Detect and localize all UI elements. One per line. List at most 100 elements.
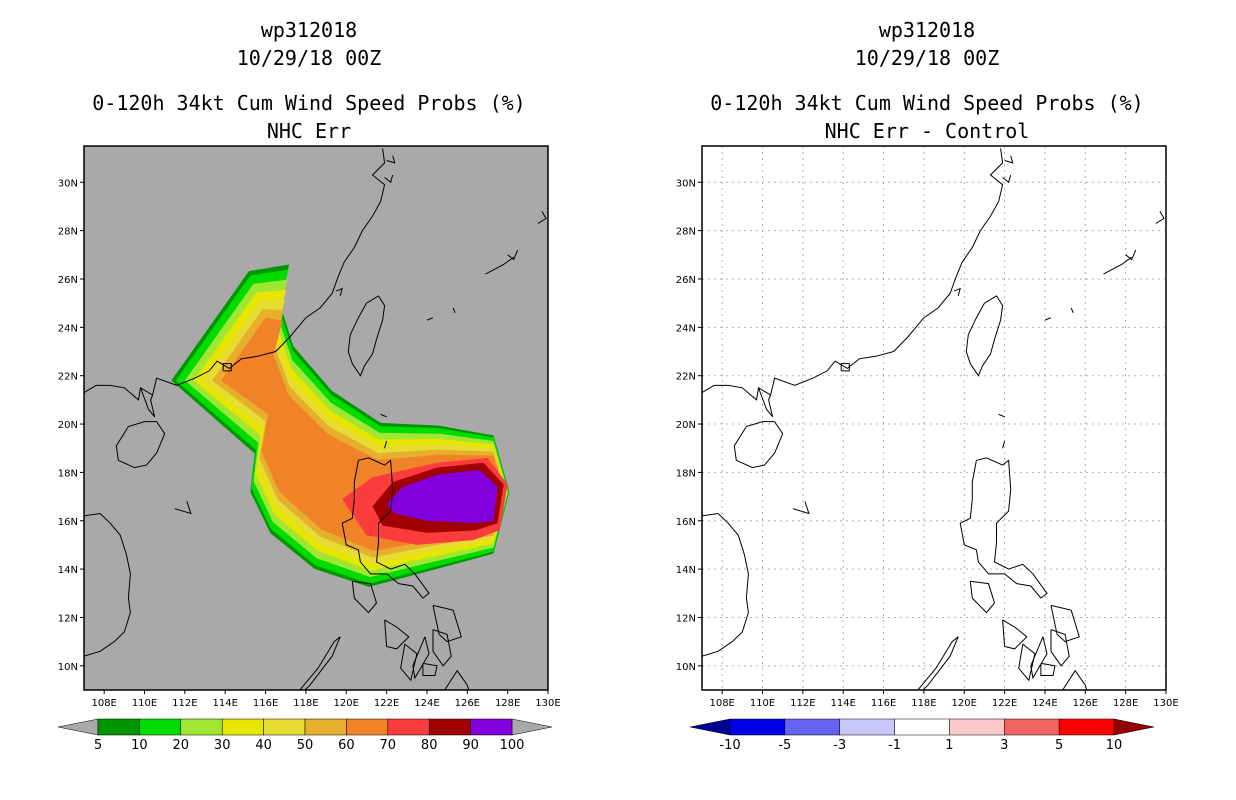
colorbar-label: -10: [719, 738, 740, 753]
lat-tick-label: 14N: [676, 565, 696, 576]
island-outline: [537, 211, 547, 224]
colorbar-high-arrow: [511, 718, 553, 736]
right-coastlines: [702, 148, 1165, 690]
colorbar-swatch: [263, 718, 306, 736]
coastline-negros: [400, 643, 418, 682]
island-outline: [380, 413, 387, 418]
lon-tick-label: 110E: [750, 698, 775, 709]
colorbar-label: 10: [131, 738, 148, 753]
coastline-hainan: [115, 421, 166, 469]
colorbar-label: 60: [338, 738, 355, 753]
colorbar-swatch: [221, 718, 264, 736]
right-gridlines: [702, 146, 1166, 690]
lon-tick-label: 108E: [91, 698, 116, 709]
left-map-frame: [83, 145, 549, 691]
colorbar-label: 80: [421, 738, 438, 753]
coastline-vietnam: [702, 512, 749, 657]
right-map-frame: [701, 145, 1167, 691]
colorbar-label: 70: [380, 738, 397, 753]
island-outline: [998, 413, 1005, 418]
colorbar-swatch: [894, 718, 950, 736]
island-outline: [1125, 249, 1137, 261]
lon-tick-label: 118E: [911, 698, 936, 709]
island-outline: [954, 287, 961, 297]
lon-tick-label: 130E: [1153, 698, 1178, 709]
coastline-mindoro: [969, 580, 996, 614]
coastline-leyte: [1050, 629, 1070, 667]
lat-tick-label: 20N: [58, 420, 78, 431]
lon-tick-label: 118E: [293, 698, 318, 709]
colorbar-swatch: [387, 718, 430, 736]
colorbar-swatch: [1004, 718, 1060, 736]
coastline-hainan: [733, 421, 784, 469]
coastline-negros: [1018, 643, 1036, 682]
lat-tick-label: 10N: [58, 662, 78, 673]
right-colorbar: -10 -5 -3 -1 1 3 5 10: [689, 718, 1155, 753]
coastline-china: [84, 148, 386, 401]
colorbar-swatch: [97, 718, 140, 736]
colorbar-swatch: [180, 718, 223, 736]
lat-tick-label: 18N: [676, 468, 696, 479]
colorbar-swatch: [839, 718, 895, 736]
colorbar-swatch: [139, 718, 182, 736]
coastline-leizhou: [140, 387, 156, 418]
lon-tick-label: 126E: [1073, 698, 1098, 709]
lat-tick-label: 24N: [58, 323, 78, 334]
lon-tick-label: 120E: [334, 698, 359, 709]
coastline-mindoro: [351, 580, 378, 614]
coastline-panay: [384, 619, 410, 650]
right-title-field: NHC Err - Control: [824, 119, 1030, 143]
coastline-taiwan: [965, 295, 1004, 377]
coastline-panay: [1002, 619, 1028, 650]
island-outline: [792, 501, 810, 515]
coastline-samar: [432, 604, 462, 643]
lon-tick-label: 122E: [992, 698, 1017, 709]
coastline-cebu: [1030, 636, 1048, 680]
lat-tick-label: 20N: [676, 420, 696, 431]
lon-tick-label: 120E: [952, 698, 977, 709]
colorbar-low-arrow: [57, 718, 99, 736]
lat-tick-label: 30N: [676, 178, 696, 189]
lat-tick-label: 18N: [58, 468, 78, 479]
colorbar-label: 50: [297, 738, 314, 753]
left-title-field: NHC Err: [266, 119, 352, 143]
island-outline: [1004, 155, 1014, 164]
lat-tick-label: 10N: [676, 662, 696, 673]
colorbar-label: 5: [94, 738, 102, 753]
coastline-bohol: [422, 662, 438, 676]
island-outline: [840, 363, 850, 372]
island-outline: [384, 440, 388, 449]
lon-tick-label: 122E: [374, 698, 399, 709]
colorbar-label: -3: [833, 738, 846, 753]
coastline-cebu: [412, 636, 430, 680]
right-difference-map: 108E 110E 112E 114E 116E 118E 120E 122E 124E 126E…: [676, 145, 1179, 709]
coastline-palawan: [299, 636, 341, 690]
left-title-date: 10/29/18 00Z: [236, 46, 382, 70]
island-outline: [384, 174, 394, 184]
lat-tick-label: 30N: [58, 178, 78, 189]
lat-tick-label: 22N: [676, 372, 696, 383]
colorbar-swatch: [729, 718, 786, 736]
coastline-luzon: [959, 457, 1048, 599]
contour-level-90: [386, 470, 498, 524]
colorbar-swatch: [346, 718, 389, 736]
colorbar-low-arrow: [689, 718, 731, 736]
colorbar-swatch: [470, 718, 513, 736]
island-outline: [452, 307, 456, 313]
lon-tick-label: 128E: [495, 698, 520, 709]
left-colorbar: 5 10 20 30 40 50 60 70 80 90 100: [57, 718, 553, 753]
coastline-taiwan: [347, 295, 386, 377]
left-title-product: 0-120h 34kt Cum Wind Speed Probs (%): [92, 91, 526, 115]
right-title-product: 0-120h 34kt Cum Wind Speed Probs (%): [710, 91, 1144, 115]
lon-tick-label: 114E: [213, 698, 238, 709]
colorbar-label: 5: [1055, 738, 1063, 753]
lat-tick-label: 22N: [58, 372, 78, 383]
left-axis-ticks: 108E 110E 112E 114E 116E 118E 120E 122E 124E 126E…: [58, 178, 561, 709]
colorbar-label: 30: [214, 738, 231, 753]
island-outline: [222, 363, 232, 372]
coastline-palawan: [917, 636, 959, 690]
island-outline: [1044, 317, 1052, 321]
colorbar-high-arrow: [1113, 718, 1155, 736]
lat-tick-label: 14N: [58, 565, 78, 576]
colorbar-label: 3: [1000, 738, 1008, 753]
